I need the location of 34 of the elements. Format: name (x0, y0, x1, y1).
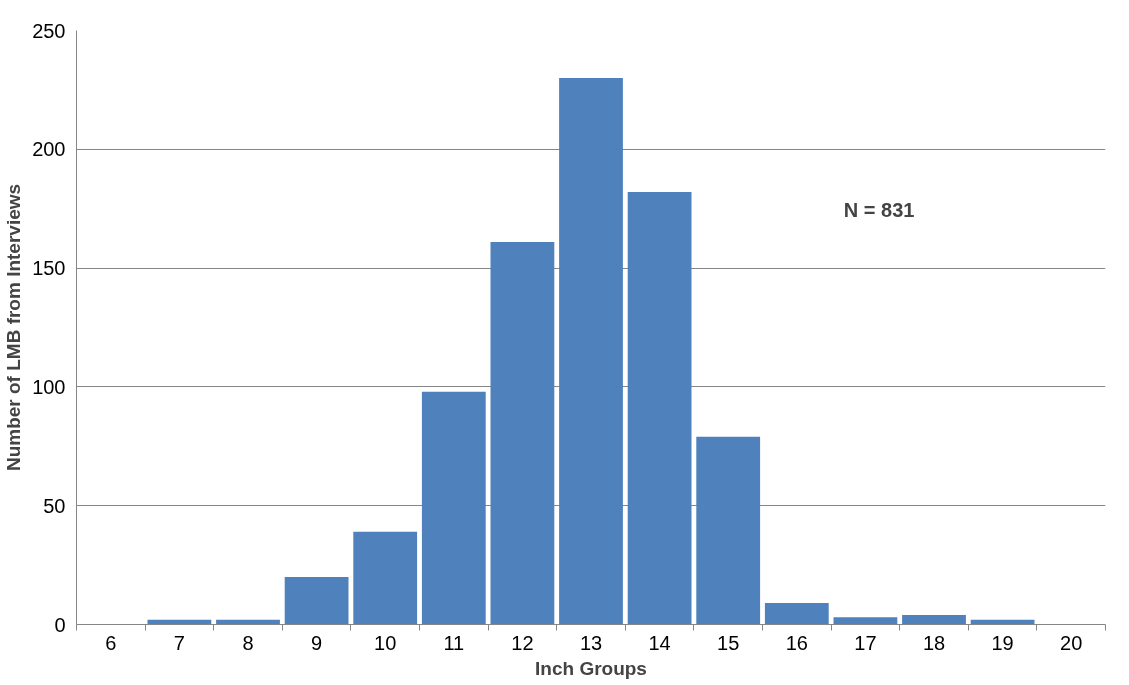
x-tick-label: 8 (242, 631, 254, 654)
bar (490, 241, 555, 625)
x-tick-label: 15 (717, 631, 740, 654)
x-tick-label: 9 (311, 631, 323, 654)
y-tick-label: 250 (32, 19, 66, 42)
x-tick-label: 14 (648, 631, 671, 654)
x-tick-label: 11 (443, 631, 465, 654)
y-tick-label: 100 (32, 375, 66, 398)
x-tick-label: 12 (511, 631, 534, 654)
y-axis-title: Number of LMB from Interviews (3, 183, 25, 472)
y-tick-label: 0 (54, 613, 66, 636)
x-tick-label: 17 (854, 631, 877, 654)
x-tick-label: 19 (991, 631, 1014, 654)
x-tick-label: 10 (374, 631, 397, 654)
annotation: N = 831 (843, 198, 915, 221)
bar (627, 192, 692, 625)
y-tick-label: 50 (43, 494, 66, 517)
bar (353, 531, 418, 625)
x-tick-label: 6 (105, 631, 117, 654)
x-tick-label: 13 (579, 631, 603, 654)
bar (284, 576, 349, 625)
bar (421, 391, 486, 625)
bar (696, 436, 761, 625)
x-axis-title: Inch Groups (535, 657, 647, 679)
y-tick-label: 150 (32, 257, 66, 280)
y-tick-label: 200 (32, 138, 66, 161)
x-tick-label: 16 (785, 631, 808, 654)
bar (902, 615, 966, 625)
x-tick-label: 20 (1060, 631, 1083, 654)
bar (833, 617, 898, 625)
bar (559, 78, 623, 625)
x-tick-label: 7 (173, 631, 185, 654)
bar (764, 603, 829, 625)
x-tick-label: 18 (922, 631, 946, 654)
